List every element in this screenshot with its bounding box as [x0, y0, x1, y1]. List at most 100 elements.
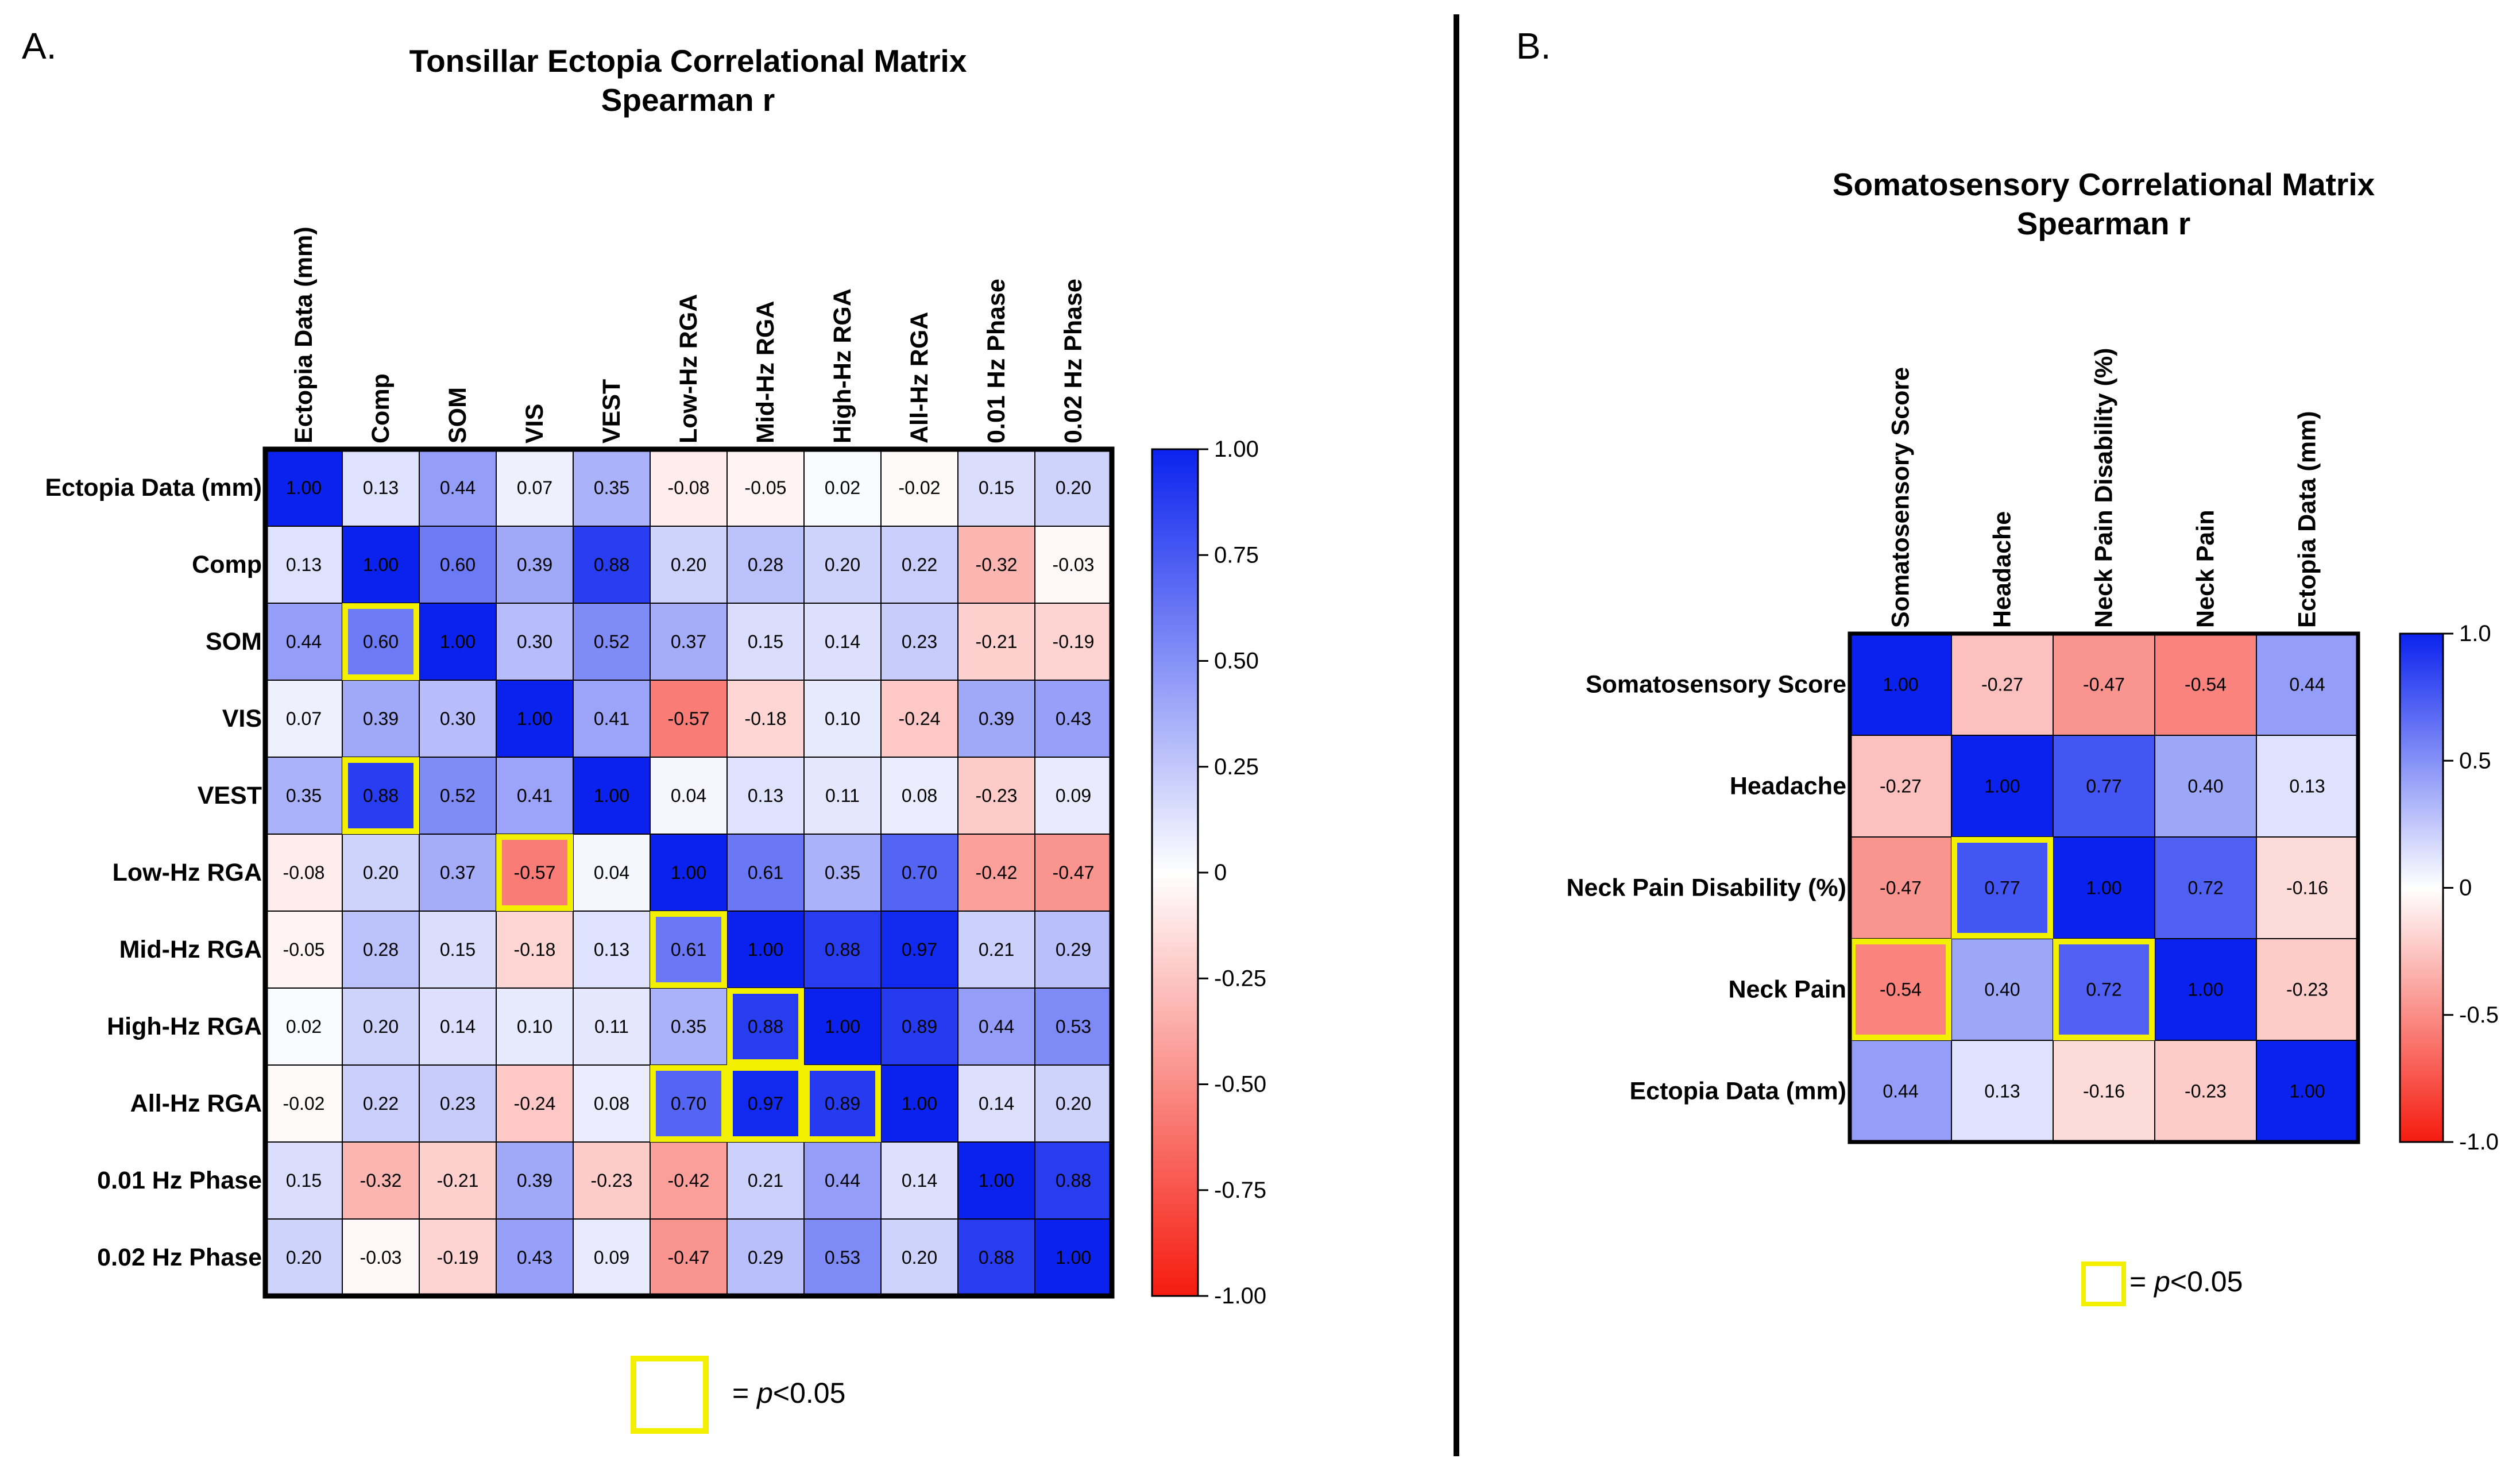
heatmap-a-cell-value: 0.37	[440, 862, 476, 883]
heatmap-b-cell	[2154, 735, 2257, 838]
column-label-0-01-hz-phase: 0.01 Hz Phase	[983, 279, 1010, 443]
colorbar-tick-label: 0.5	[2459, 748, 2491, 773]
colorbar-tick-label: -0.5	[2459, 1002, 2499, 1028]
row-label-vis: VIS	[222, 705, 262, 732]
legend-b: = p<0.05	[2081, 1261, 2243, 1306]
heatmap-a-cell	[880, 526, 958, 604]
heatmap-a-cell	[650, 757, 728, 835]
heatmap-b-cell-value: -0.54	[2185, 674, 2227, 695]
column-label-0-02-hz-phase: 0.02 Hz Phase	[1060, 279, 1087, 443]
colorbar-tick-label: -0.25	[1214, 966, 1266, 991]
heatmap-a-cell-value: 0.88	[979, 1247, 1014, 1268]
heatmap-a-cell	[496, 1141, 574, 1220]
heatmap-b-cell-value: -0.47	[2083, 674, 2125, 695]
heatmap-a-cell-value: 0.39	[363, 708, 399, 729]
heatmap-a-cell	[419, 1064, 497, 1143]
heatmap-a-cell-value: 0.35	[594, 477, 629, 498]
heatmap-a-cell-value: 0.88	[363, 785, 399, 806]
heatmap-a-cell-value: 0.04	[671, 785, 706, 806]
panel-divider	[1454, 14, 1459, 1456]
heatmap-a-cell-value: 0.39	[979, 708, 1014, 729]
heatmap-b-cell	[2154, 1040, 2257, 1143]
column-label-vis: VIS	[521, 404, 548, 443]
heatmap-a-cell-value: 0.29	[748, 1247, 783, 1268]
heatmap-a-cell-value: -0.42	[668, 1170, 710, 1191]
heatmap-a-cell	[419, 603, 497, 681]
significance-box	[727, 988, 804, 1065]
heatmap-a-cell	[650, 1218, 728, 1297]
heatmap-a-cell-value: 0.30	[440, 708, 476, 729]
row-label-ectopia-data-mm: Ectopia Data (mm)	[1629, 1078, 1846, 1105]
column-label-comp: Comp	[367, 373, 395, 443]
row-label-somatosensory-score: Somatosensory Score	[1586, 671, 1846, 699]
heatmap-b-cell-value: 0.77	[1984, 878, 2020, 898]
colorbar-tick-label: 1.0	[2459, 621, 2491, 646]
heatmap-a-cell-value: -0.05	[283, 939, 325, 960]
heatmap-a-cell	[1034, 1064, 1112, 1143]
heatmap-a-cell-value: 0.23	[902, 631, 937, 652]
heatmap-a-cell-value: 0.15	[979, 477, 1014, 498]
heatmap-b-cell-value: -0.27	[1981, 674, 2023, 695]
heatmap-a-cell-value: 0.61	[748, 862, 783, 883]
heatmap-a-cell-value: 0.39	[517, 554, 552, 575]
heatmap-a-cell	[650, 526, 728, 604]
heatmap-b-cell-value: -0.16	[2083, 1081, 2125, 1102]
heatmap-b-cell-value: 1.00	[1883, 674, 1918, 695]
heatmap-a: 1.00 0.13 0.44 0.07 0.35 -0.08 -0.05 0.02 -0.02 0…	[45, 226, 1115, 1299]
significance-box	[342, 757, 419, 834]
colorbar-tick-label: -1.00	[1214, 1283, 1266, 1309]
heatmap-a-cell	[496, 757, 574, 835]
heatmap-a-cell-value: -0.32	[976, 554, 1018, 575]
heatmap-a-cell-value: 0.11	[594, 1016, 629, 1037]
heatmap-b-cell	[1951, 633, 2054, 736]
heatmap-a-cell-value: 0.13	[286, 554, 322, 575]
heatmap-a-cell	[957, 449, 1035, 527]
heatmap-a-cell-value: -0.03	[1053, 554, 1095, 575]
heatmap-a-cell-value: 1.00	[517, 708, 552, 729]
heatmap-a-cell-value: 0.02	[286, 1016, 322, 1037]
heatmap-a-cell	[880, 1218, 958, 1297]
heatmap-a-cell	[726, 680, 805, 758]
significance-box	[804, 1065, 881, 1142]
legend-a-text: = p<0.05	[732, 1377, 845, 1409]
heatmap-b-cell-value: 0.40	[2187, 776, 2223, 797]
heatmap-a-cell-value: 1.00	[748, 939, 783, 960]
heatmap-a-cell	[880, 1141, 958, 1220]
colorbar-tick-label: 1.00	[1214, 437, 1259, 462]
heatmap-a-cell-value: 1.00	[286, 477, 322, 498]
column-label-low-hz-rga: Low-Hz RGA	[675, 294, 702, 443]
panel-a-subtitle: Spearman r	[601, 82, 775, 118]
panel-b-letter: B.	[1516, 25, 1551, 67]
heatmap-a-cell-value: 0.21	[748, 1170, 783, 1191]
heatmap-a-cell-value: 0.20	[1056, 1093, 1091, 1114]
row-label-vest: VEST	[198, 782, 262, 809]
heatmap-a-cell	[419, 911, 497, 989]
heatmap-a-cell	[342, 1218, 420, 1297]
heatmap-a-cell-value: 0.02	[825, 477, 860, 498]
heatmap-a-cell	[265, 1141, 343, 1220]
column-label-neck-pain: Neck Pain	[2192, 510, 2220, 628]
legend-a: = p<0.05	[631, 1356, 845, 1434]
heatmap-a-cell-value: 0.14	[902, 1170, 937, 1191]
heatmap-a-cell-value: 0.20	[286, 1247, 322, 1268]
heatmap-a-cell-value: -0.18	[514, 939, 556, 960]
heatmap-a-cell	[650, 449, 728, 527]
heatmap-a-cell	[265, 449, 343, 527]
heatmap-b-column-labels: Somatosensory Score Headache Neck Pain Dis…	[1887, 348, 2321, 628]
heatmap-a-significance-boxes	[342, 603, 881, 1142]
heatmap-a-cell	[650, 834, 728, 912]
heatmap-b-cell	[2154, 633, 2257, 736]
heatmap-a-cell-value: -0.23	[591, 1170, 633, 1191]
heatmap-a-cell-value: 0.53	[825, 1247, 860, 1268]
heatmap-a-cell-value: 0.35	[671, 1016, 706, 1037]
heatmap-b-cell-value: 0.72	[2086, 979, 2121, 1000]
heatmap-a-cell	[803, 449, 882, 527]
heatmap-a-cell	[419, 1218, 497, 1297]
heatmap-a-cell-value: 1.00	[671, 862, 706, 883]
heatmap-a-cell	[496, 834, 574, 912]
colorbar-tick-label: -0.50	[1214, 1072, 1266, 1097]
heatmap-a-cell	[265, 526, 343, 604]
row-label-neck-pain-disability: Neck Pain Disability (%)	[1567, 874, 1847, 902]
heatmap-a-cell-value: 1.00	[594, 785, 629, 806]
heatmap-a-cell	[265, 1064, 343, 1143]
